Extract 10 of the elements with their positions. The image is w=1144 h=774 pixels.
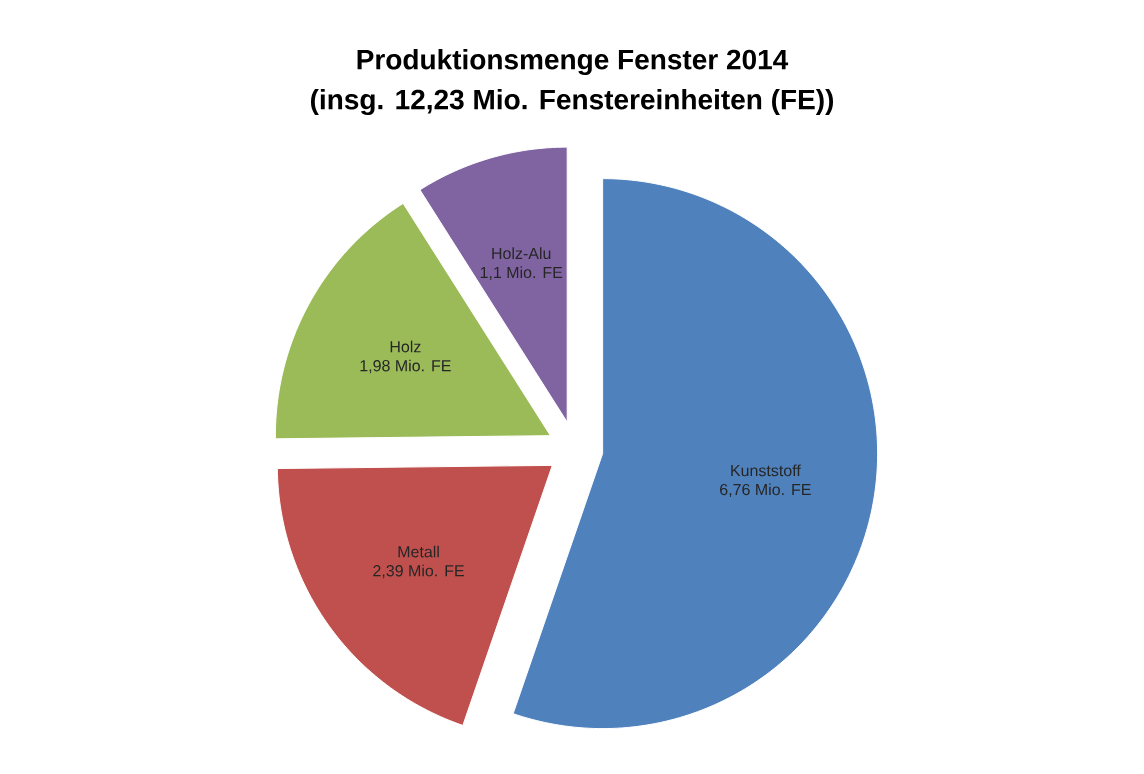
data-label: 1,1 Mio. FE (480, 266, 563, 280)
slice-label: Holz (390, 340, 421, 353)
data-label: 6,76 Mio. FE (720, 483, 811, 498)
data-label: 2,39 Mio. FE (373, 564, 464, 579)
data-label: 1,98 Mio. FE (360, 359, 451, 374)
chart-subtitle: (insg. 12,23 Mio. Fenstereinheiten (FE)) (310, 88, 834, 116)
slice-label: Metall (398, 545, 439, 558)
slice-label: Holz-Alu (492, 247, 551, 260)
chart-title: Produktionsmenge Fenster 2014 (357, 48, 789, 76)
slice-label: Kunststoff (731, 464, 801, 477)
